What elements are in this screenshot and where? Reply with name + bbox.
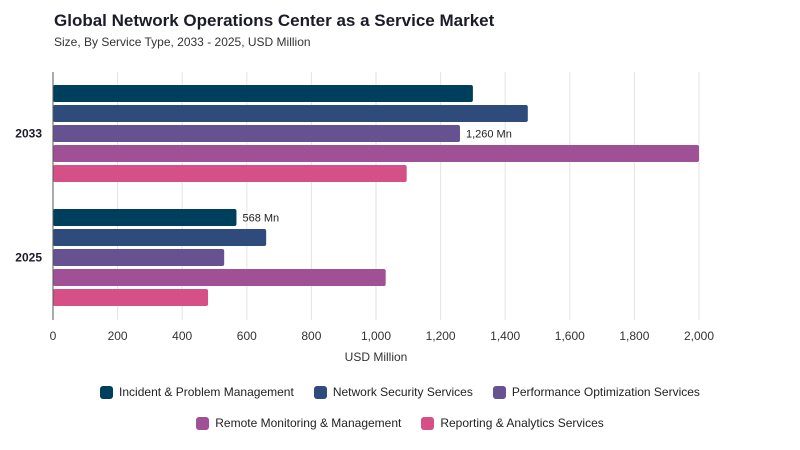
legend-item-incident[interactable]: Incident & Problem Management [100,385,294,399]
bar-chart: 1,260 Mn 568 Mn 0 200 400 600 800 1,000 1,200 1,… [15,72,714,364]
bar [53,105,528,122]
legend-label: Network Security Services [332,385,473,399]
bar [53,85,473,102]
x-tick-label: 1,800 [619,329,649,343]
x-tick-label: 0 [50,329,57,343]
legend-label: Reporting & Analytics Services [440,416,604,430]
category-label: 2025 [15,251,42,265]
bar [53,145,699,162]
legend-item-remote-monitoring[interactable]: Remote Monitoring & Management [196,416,401,430]
x-tick-label: 400 [172,329,192,343]
category-label: 2033 [15,127,42,141]
legend-swatch [492,385,506,399]
legend-row-2: Remote Monitoring & Management Reporting… [0,416,800,430]
x-tick-label: 200 [108,329,128,343]
x-tick-label: 600 [237,329,257,343]
legend-swatch [196,416,210,430]
bar [53,229,267,246]
bar [53,269,386,286]
data-label: 1,260 Mn [466,129,512,141]
bar [53,289,209,306]
legend-row-1: Incident & Problem Management Network Se… [0,385,800,399]
legend-item-reporting[interactable]: Reporting & Analytics Services [421,416,604,430]
data-labels: 1,260 Mn 568 Mn [242,129,511,225]
x-tick-label: 1,600 [555,329,585,343]
x-axis-label: USD Million [345,350,408,364]
bar [53,209,237,226]
x-tick-label: 1,400 [490,329,520,343]
x-tick-label: 1,000 [361,329,391,343]
bar [53,165,407,182]
chart-subtitle: Size, By Service Type, 2033 - 2025, USD … [54,35,311,49]
bar [53,249,225,266]
legend-item-performance[interactable]: Performance Optimization Services [492,385,700,399]
legend-swatch [100,385,114,399]
x-tick-label: 800 [301,329,321,343]
legend-label: Incident & Problem Management [119,385,294,399]
legend-label: Performance Optimization Services [511,385,700,399]
chart-title: Global Network Operations Center as a Se… [54,11,495,30]
x-tick-label: 1,200 [426,329,456,343]
x-tick-label: 2,000 [684,329,714,343]
bars [53,85,699,306]
legend-item-network-security[interactable]: Network Security Services [313,385,473,399]
legend-swatch [313,385,327,399]
bar [53,125,460,142]
axes: 0 200 400 600 800 1,000 1,200 1,400 1,600 1,800 2,… [15,72,714,343]
data-label: 568 Mn [242,213,279,225]
legend-swatch [421,416,435,430]
legend-label: Remote Monitoring & Management [215,416,402,430]
